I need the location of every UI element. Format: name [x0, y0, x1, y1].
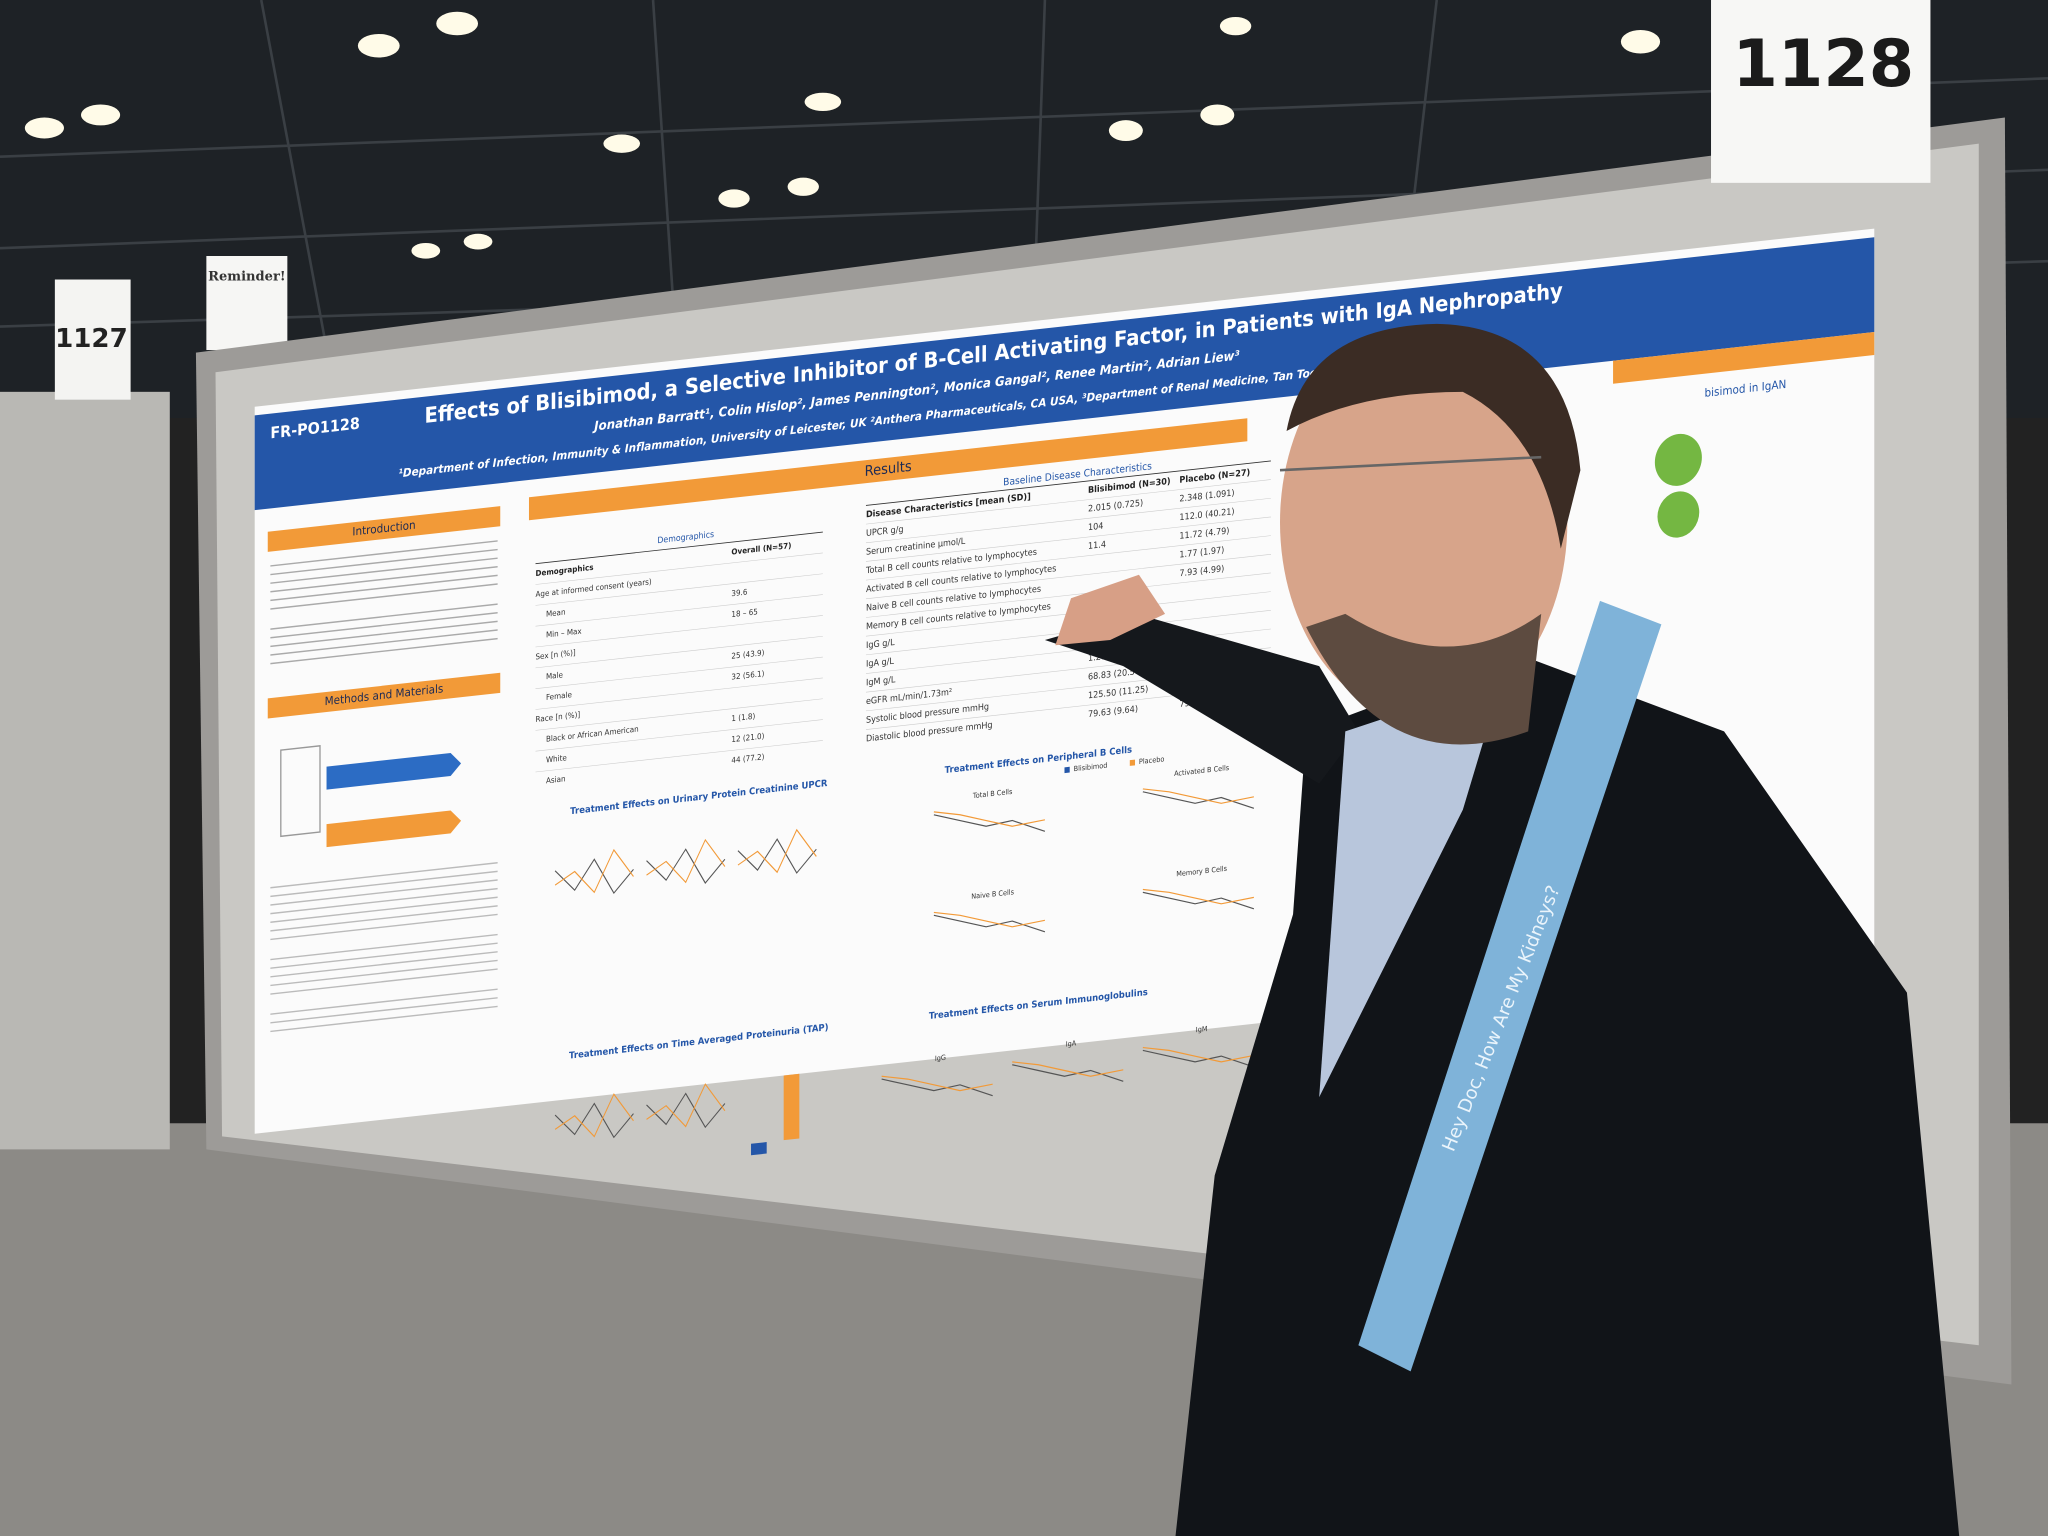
panel-title: IgM [1196, 1025, 1208, 1035]
tap-bar [751, 1142, 767, 1156]
section-bar [1613, 332, 1875, 384]
panel-line [1142, 788, 1254, 804]
table-cell: Min – Max [546, 626, 582, 639]
table-rule [535, 552, 823, 585]
table-cell: 25 (43.9) [731, 648, 764, 661]
panel-line [933, 911, 1045, 928]
table-cell: 18 – 65 [731, 607, 758, 619]
poster-header [254, 237, 1875, 511]
table-rule [865, 497, 1271, 544]
panel-line [737, 838, 817, 874]
panel-line [737, 828, 817, 874]
left-board [0, 391, 170, 1150]
booth-number: 1127 [55, 324, 128, 354]
tap-bar [783, 1073, 800, 1141]
table-cell: 68.83 (20.5 [1088, 667, 1135, 683]
section-bar [267, 672, 501, 719]
table-cell: 32 (56.1) [731, 669, 764, 682]
table-rule [535, 531, 823, 565]
lanyard [1358, 600, 1662, 1372]
panel-line [646, 848, 726, 884]
table-cell: 44 (77.2) [731, 752, 764, 765]
section-bar [267, 506, 501, 552]
reminder-card [206, 256, 288, 351]
table-cell: 12 (21.0) [731, 731, 764, 744]
section-title: Results [865, 458, 912, 480]
legend-swatch [1129, 759, 1136, 766]
legend-label: Blisibimod [1074, 761, 1108, 773]
table-cell: White [546, 753, 567, 765]
table-cell: IgM g/L [866, 675, 896, 689]
panel-line [554, 1102, 634, 1139]
table-cell: Asian [546, 774, 566, 786]
panel-line [554, 1093, 634, 1138]
intro-text-lines [270, 540, 498, 665]
hair [1286, 323, 1581, 549]
section-bar [528, 418, 1248, 521]
table-rule [535, 594, 823, 627]
table-cell: Male [546, 670, 563, 681]
table-rule [535, 677, 823, 710]
cell-illustration [1654, 433, 1702, 486]
table-rule [535, 635, 823, 669]
panel-line [646, 1092, 726, 1129]
booth-number: 1128 [1732, 26, 1914, 102]
ceiling-lights [24, 11, 1661, 259]
panel-line [881, 1075, 993, 1092]
table-cell: 104 [1088, 521, 1103, 533]
table-rule [535, 719, 823, 752]
legend-swatch [1064, 766, 1070, 774]
panel-line [554, 858, 634, 894]
table-cell: 39.6 [731, 587, 747, 598]
table-rule [865, 460, 1271, 506]
table-cell: 11.4 [1088, 540, 1106, 552]
panel-line [933, 811, 1045, 827]
table-rule [865, 479, 1271, 525]
table-cell: Mean [546, 607, 566, 619]
panel-line [1142, 888, 1254, 905]
table-rule [865, 516, 1271, 562]
table-rule [865, 572, 1271, 618]
table-cell: 1 (1.8) [731, 711, 755, 723]
reminder-text: Reminder! [208, 269, 285, 284]
table-cell: IgG g/L [866, 638, 895, 652]
table-cell: IgA g/L [866, 656, 894, 670]
table-rule [865, 553, 1271, 600]
booth-sign-right [1711, 0, 1931, 183]
table-rule [535, 656, 823, 689]
table-cell: 1.77 (1.97) [1179, 545, 1224, 560]
table-rule [535, 698, 823, 731]
methods-text-lines [270, 862, 498, 1033]
panel-line [1142, 1046, 1254, 1063]
hand [1055, 574, 1166, 646]
glasses [1279, 455, 1542, 472]
table-cell: 79. [1179, 698, 1192, 710]
table-rule [535, 573, 823, 606]
table-cell: 7.93 (4.99) [1179, 564, 1224, 579]
shirt [1319, 679, 1503, 1098]
cell-illustration [1657, 491, 1700, 538]
table-rule [535, 740, 823, 773]
table-rule [535, 615, 823, 648]
table-cell: Sex [n (%)] [536, 648, 576, 662]
study-design [280, 745, 462, 848]
table-cell: Female [546, 690, 572, 702]
arm [1044, 613, 1359, 784]
panel-line [554, 848, 634, 894]
panel-title: IgA [1066, 1039, 1077, 1049]
panel-line [646, 838, 726, 884]
table-rule [865, 535, 1271, 581]
panel-line [1012, 1061, 1124, 1077]
legend-label: Placebo [1139, 755, 1164, 766]
panel-line [646, 1083, 726, 1128]
table-cell: UPCR g/g [866, 525, 904, 540]
person: Hey Doc, How Are My Kidneys? [1044, 323, 1960, 1536]
panel-title: IgG [935, 1053, 946, 1063]
beard [1306, 613, 1542, 745]
booth-sign-left [54, 279, 131, 400]
